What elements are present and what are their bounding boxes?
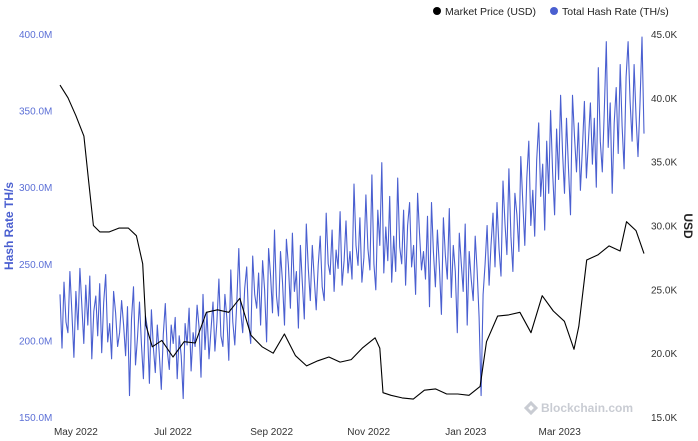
x-tick-label: Jul 2022 [154,427,192,438]
y-axis-left-title: Hash Rate TH/s [2,182,16,270]
legend-label-hash-rate: Total Hash Rate (TH/s) [562,6,669,18]
y-left-tick-label: 200.0M [19,336,52,347]
watermark: Blockchain.com [523,400,633,416]
y-right-tick-label: 40.0K [651,94,677,105]
series-line-hash-rate [59,36,645,400]
y-right-tick-label: 45.0K [651,30,677,41]
x-tick-label: Sep 2022 [250,427,293,438]
y-right-tick-label: 15.0K [651,413,677,424]
x-tick-label: Nov 2022 [347,427,390,438]
legend-marker-hash-rate [550,7,558,15]
y-axis-left-ticks: 400.0M 350.0M 300.0M 250.0M 200.0M 150.0M [19,30,52,424]
legend-item-market-price[interactable]: Market Price (USD) [433,6,536,18]
y-right-tick-label: 25.0K [651,285,677,296]
y-right-tick-label: 20.0K [651,349,677,360]
y-left-tick-label: 300.0M [19,183,52,194]
watermark-text: Blockchain.com [541,401,633,415]
legend-label-market-price: Market Price (USD) [445,6,536,18]
y-axis-right-title: USD [681,213,695,239]
x-tick-label: May 2022 [54,427,98,438]
y-left-tick-label: 350.0M [19,107,52,118]
x-tick-label: Mar 2023 [539,427,582,438]
legend-item-hash-rate[interactable]: Total Hash Rate (TH/s) [550,6,669,18]
blockchain-logo-icon [523,400,539,416]
y-left-tick-label: 400.0M [19,30,52,41]
legend-marker-market-price [433,7,441,15]
y-right-tick-label: 30.0K [651,222,677,233]
y-left-tick-label: 250.0M [19,260,52,271]
y-left-tick-label: 150.0M [19,413,52,424]
y-axis-right-ticks: 45.0K 40.0K 35.0K 30.0K 25.0K 20.0K 15.0K [651,30,677,424]
x-axis-ticks: May 2022 Jul 2022 Sep 2022 Nov 2022 Jan 2023… [54,427,581,438]
y-right-tick-label: 35.0K [651,158,677,169]
series-line-market-price [59,84,645,400]
legend: Market Price (USD) Total Hash Rate (TH/s… [433,6,669,18]
x-tick-label: Jan 2023 [445,427,487,438]
